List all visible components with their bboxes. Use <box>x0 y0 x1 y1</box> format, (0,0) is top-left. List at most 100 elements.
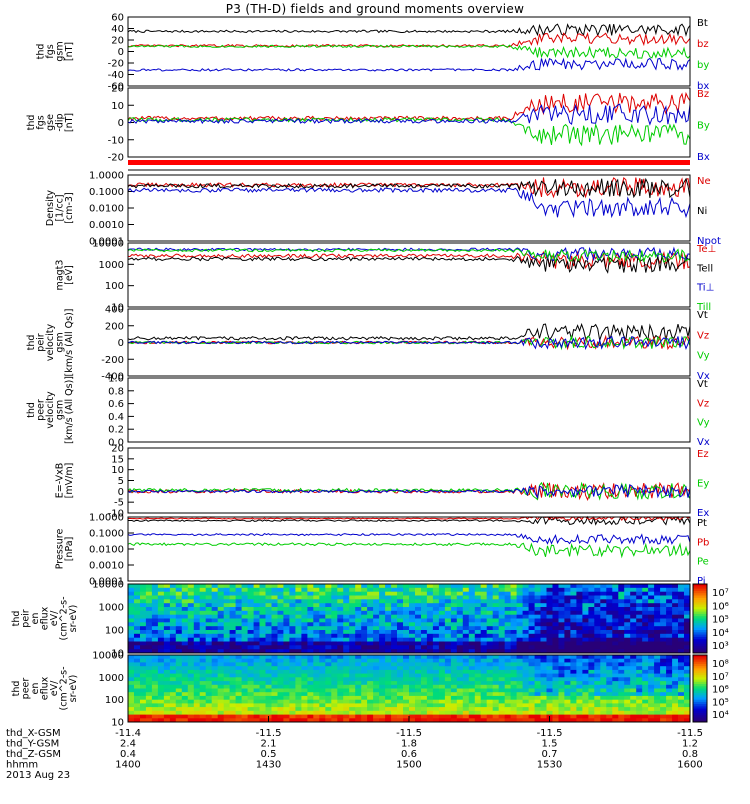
x-tick-label: 1500 <box>396 760 421 771</box>
ylabel-line: eV/ <box>49 680 60 696</box>
ylabel-line: [km/s (All Qs)] <box>64 309 75 377</box>
colorbar-tick: 10⁷ <box>712 672 729 683</box>
ytick-label: 20 <box>111 444 124 455</box>
series-line-Tell <box>127 255 691 274</box>
x-tick-label: 0.4 <box>120 749 136 760</box>
x-tick-label: 1530 <box>537 760 562 771</box>
x-tick-label: -11.4 <box>115 728 141 739</box>
ylabel-line: [cm-3] <box>64 192 75 223</box>
ytick-label: 0.0100 <box>89 204 124 215</box>
ylabel-line: [km/s (All Qs)] <box>64 376 75 444</box>
panel-frame <box>127 447 691 514</box>
ylabel-line: en <box>30 683 41 695</box>
series-line-Pi <box>127 532 691 546</box>
ytick-label: 0.0010 <box>89 561 124 572</box>
legend-Vx: Vx <box>697 371 710 382</box>
legend-Till: Till <box>696 302 711 313</box>
legend-Vt: Vt <box>697 379 708 390</box>
x-row-label: thd_Z-GSM <box>6 749 61 760</box>
ytick-label: 0.0100 <box>89 545 124 556</box>
legend-Npot: Npot <box>697 236 721 247</box>
legend-Ti⊥: Ti⊥ <box>696 283 714 294</box>
panel-temperature: magt3[eV] 10000 1000 100 10 Te⊥ Tell Ti⊥ Till <box>55 239 717 314</box>
ytick-label: -20 <box>108 59 124 70</box>
ylabel-line: [mV/m] <box>64 463 75 499</box>
x-tick-label: 1600 <box>677 760 702 771</box>
series-line-bx <box>127 57 691 72</box>
series-line-bz <box>127 32 691 48</box>
ytick-label: 200 <box>105 321 124 332</box>
legend-Tell: Tell <box>696 263 713 274</box>
ytick-label: 400 <box>105 305 124 316</box>
legend-By: By <box>697 121 710 132</box>
ylabel-line: thd <box>26 115 37 131</box>
ytick-label: -10 <box>108 135 124 146</box>
x-tick-label: -11.5 <box>256 728 282 739</box>
ylabel-line: peir <box>21 609 32 628</box>
series-line-Te⊥ <box>127 250 691 270</box>
colorbar-tick: 10⁵ <box>712 615 729 626</box>
colorbar-tick: 10⁴ <box>712 628 729 639</box>
series-line-By <box>127 116 691 147</box>
ylabel-line: sr-eV) <box>68 605 79 633</box>
legend-Ne: Ne <box>697 176 711 187</box>
legend-Te⊥: Te⊥ <box>696 244 716 255</box>
legend-Vt: Vt <box>697 310 708 321</box>
ylabel-line: thd <box>11 611 22 627</box>
legend-Pi: Pi <box>697 576 706 587</box>
ytick-label: 60 <box>111 13 124 24</box>
ytick-label: -60 <box>108 82 124 93</box>
panel-frame <box>127 377 691 443</box>
ylabel-line: thd <box>36 44 47 60</box>
x-row-label: thd_X-GSM <box>6 728 61 739</box>
ylabel-line: gsm <box>55 400 66 420</box>
legend-Ex: Ex <box>697 508 709 519</box>
ylabel-line: fgs <box>45 44 56 58</box>
x-tick-label: -11.5 <box>396 728 422 739</box>
series-line-Bt <box>127 23 691 37</box>
ytick-label: 40 <box>111 24 124 35</box>
ytick-label: 10 <box>111 718 124 729</box>
legend-by: by <box>697 60 709 71</box>
ylabel-line: thd <box>26 402 37 418</box>
plot-title: P3 (TH-D) fields and ground moments over… <box>225 2 525 16</box>
ytick-label: 0.2 <box>108 425 124 436</box>
ylabel-line: gse <box>45 114 56 131</box>
series-line-Bx <box>127 103 691 126</box>
ytick-label: 15 <box>111 454 124 465</box>
panel-frame <box>127 516 691 582</box>
panel-frame <box>127 242 691 308</box>
x-tick-label: 0.8 <box>682 749 698 760</box>
ytick-label: 0.8 <box>108 386 124 397</box>
ytick-label: 0.1000 <box>89 187 124 198</box>
series-line-Ni <box>127 177 691 199</box>
ytick-label: 100 <box>105 695 124 706</box>
ytick-label: 0.1000 <box>89 529 124 540</box>
ytick-label: 0.0001 <box>89 237 124 248</box>
ylabel-line: en <box>30 613 41 625</box>
legend-Pb: Pb <box>697 537 709 548</box>
ylabel-line: peer <box>21 678 32 700</box>
series-line-Bz <box>127 91 691 122</box>
colorbar-tick: 10⁶ <box>712 685 729 696</box>
colorbar-tick: 10⁸ <box>712 659 729 670</box>
ylabel-line: magt3 <box>55 260 66 291</box>
colorbar: 10⁷ 10⁶ 10⁵ 10⁴ 10³ <box>692 583 729 654</box>
ylabel-line: velocity <box>45 391 56 429</box>
ytick-label: -400 <box>101 372 124 383</box>
ylabel-line: eV/ <box>49 610 60 626</box>
mode-bar <box>128 160 690 165</box>
ytick-label: 0 <box>118 338 124 349</box>
series-line-Ex <box>127 483 691 499</box>
ytick-label: 0.6 <box>108 399 124 410</box>
ylabel-line: thd <box>11 681 22 697</box>
ytick-label: -10 <box>108 509 124 520</box>
ylabel-line: -dip <box>55 113 66 131</box>
legend-Ey: Ey <box>697 479 709 490</box>
